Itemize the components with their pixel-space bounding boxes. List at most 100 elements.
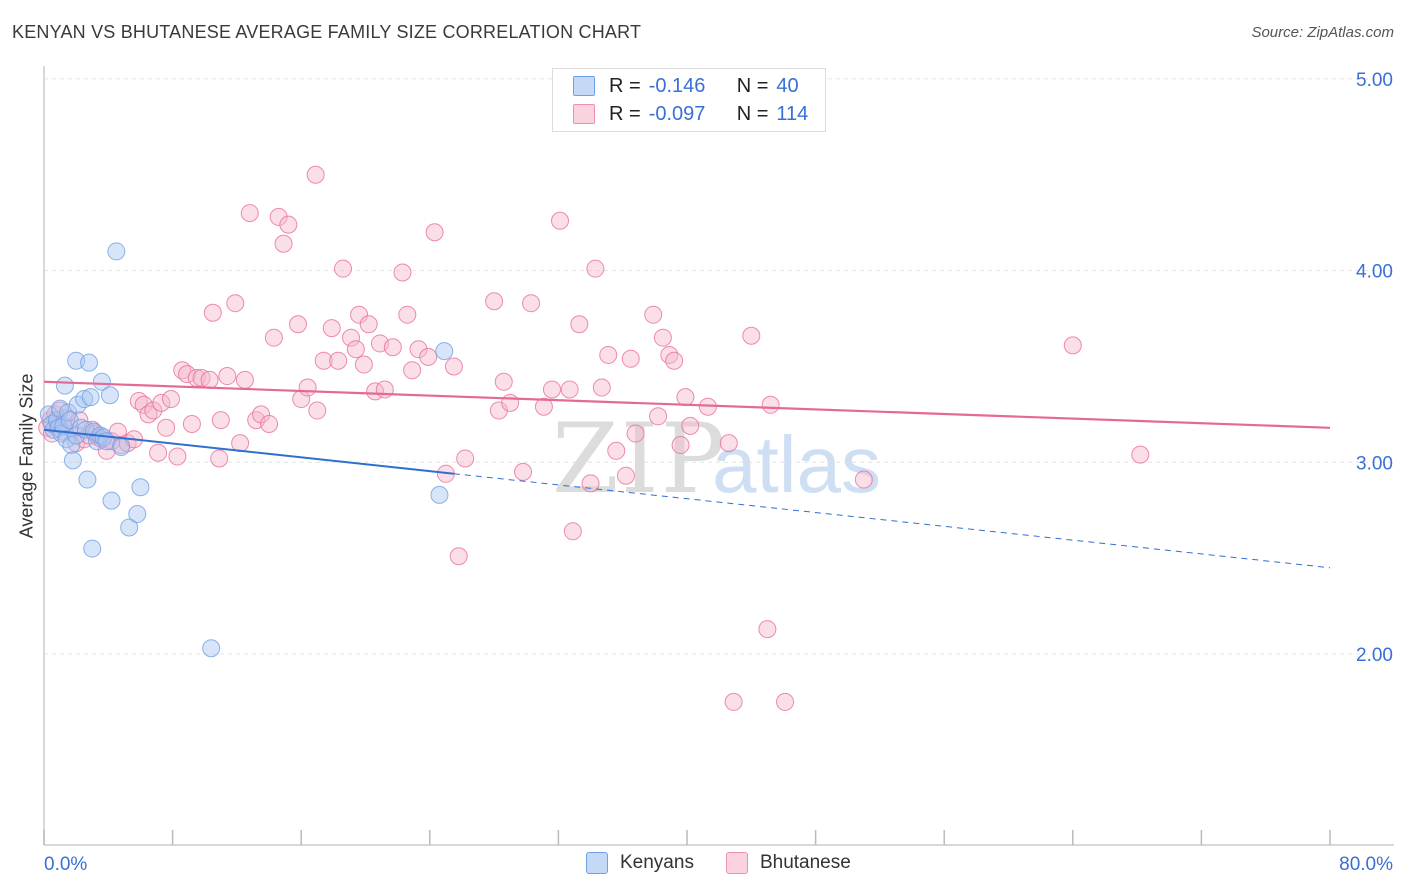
x-tick-label: 80.0% <box>1339 854 1393 875</box>
data-point <box>599 345 618 364</box>
data-point <box>485 292 504 311</box>
legend-swatch <box>725 852 748 874</box>
data-point <box>653 328 672 347</box>
data-point <box>350 305 369 324</box>
data-point <box>59 403 78 422</box>
data-point <box>375 380 394 399</box>
data-point <box>742 326 761 345</box>
data-point <box>78 470 97 489</box>
data-point <box>570 315 589 334</box>
data-point <box>264 328 283 347</box>
data-point <box>288 315 307 334</box>
legend-swatch-kenyans <box>573 76 595 96</box>
legend-swatch-bhutanese <box>573 104 595 124</box>
data-point <box>359 315 378 334</box>
data-point <box>182 414 201 433</box>
y-tick-label: 5.00 <box>1356 70 1393 91</box>
legend-n-label: N = <box>736 102 769 125</box>
data-point <box>260 414 279 433</box>
data-point <box>626 424 645 443</box>
data-point <box>112 437 131 456</box>
data-point <box>83 539 102 558</box>
data-point <box>522 294 541 313</box>
data-point <box>134 395 153 414</box>
trend-line-bhutanese <box>43 380 1331 429</box>
data-point <box>644 305 663 324</box>
data-point <box>501 393 520 412</box>
data-point <box>776 692 795 711</box>
legend-item-kenyans[interactable]: Kenyans <box>586 852 694 874</box>
y-tick-label: 2.00 <box>1356 645 1393 666</box>
legend-r-value: -0.097 <box>648 102 706 125</box>
data-point <box>63 451 82 470</box>
legend-r-label: R = <box>609 102 641 125</box>
data-point <box>269 207 288 226</box>
data-point <box>200 370 219 389</box>
legend-n-value: 114 <box>776 102 809 125</box>
data-point <box>1063 336 1082 355</box>
data-point <box>449 547 468 566</box>
data-point <box>425 223 444 242</box>
data-point <box>435 342 454 361</box>
data-point <box>1131 445 1150 464</box>
data-point <box>107 242 126 261</box>
legend-item-bhutanese[interactable]: Bhutanese <box>725 852 851 874</box>
data-point <box>149 443 168 462</box>
grid-lines <box>44 78 1394 655</box>
data-point <box>102 491 121 510</box>
data-point <box>279 215 298 234</box>
data-point <box>202 639 221 658</box>
data-point <box>168 447 187 466</box>
data-point <box>333 259 352 278</box>
trend-lines <box>43 380 1331 569</box>
data-point <box>203 303 222 322</box>
legend-r-label: R = <box>609 74 641 97</box>
legend-label: Bhutanese <box>759 852 851 873</box>
series-legend: Kenyans Bhutanese <box>586 852 883 874</box>
data-point <box>592 378 611 397</box>
data-point <box>52 424 71 443</box>
legend-label: Kenyans <box>620 852 694 873</box>
legend-row-kenyans: R = -0.146 N = 40 <box>573 73 799 99</box>
legend-n-label: N = <box>736 74 769 97</box>
data-point <box>719 434 738 453</box>
data-point <box>75 390 94 409</box>
data-point <box>607 441 626 460</box>
data-point <box>854 470 873 489</box>
data-point <box>456 449 475 468</box>
data-point <box>157 418 176 437</box>
data-point <box>419 347 438 366</box>
data-point <box>57 430 76 449</box>
data-point <box>62 436 81 455</box>
data-point <box>80 353 99 372</box>
tick-labels: 2.00 3.00 4.00 5.00 0.0% 80.0% <box>44 70 1393 875</box>
legend-r-value: -0.146 <box>648 74 706 97</box>
data-point <box>761 395 780 414</box>
trend-line-kenyans-projection <box>453 473 1331 569</box>
legend-swatch <box>586 852 608 874</box>
data-point <box>231 434 250 453</box>
data-point <box>616 466 635 485</box>
data-point <box>218 367 237 386</box>
data-point <box>152 393 171 412</box>
data-point <box>676 388 695 407</box>
data-point <box>393 263 412 282</box>
data-point <box>240 204 259 223</box>
source-label: Source: ZipAtlas.com <box>1251 24 1394 41</box>
data-point <box>322 319 341 338</box>
watermark-atlas: atlas <box>712 420 881 509</box>
stats-legend: R = -0.146 N = 40 R = -0.097 N = 114 <box>552 68 826 132</box>
data-point <box>298 378 317 397</box>
data-point <box>81 388 100 407</box>
data-points <box>38 165 1150 711</box>
data-point <box>226 294 245 313</box>
data-point <box>329 351 348 370</box>
data-point <box>55 376 74 395</box>
legend-n-value: 40 <box>776 74 799 97</box>
data-point <box>514 462 533 481</box>
x-tick-label: 0.0% <box>44 854 87 875</box>
data-point <box>724 692 743 711</box>
data-point <box>128 505 147 524</box>
data-point <box>398 305 417 324</box>
